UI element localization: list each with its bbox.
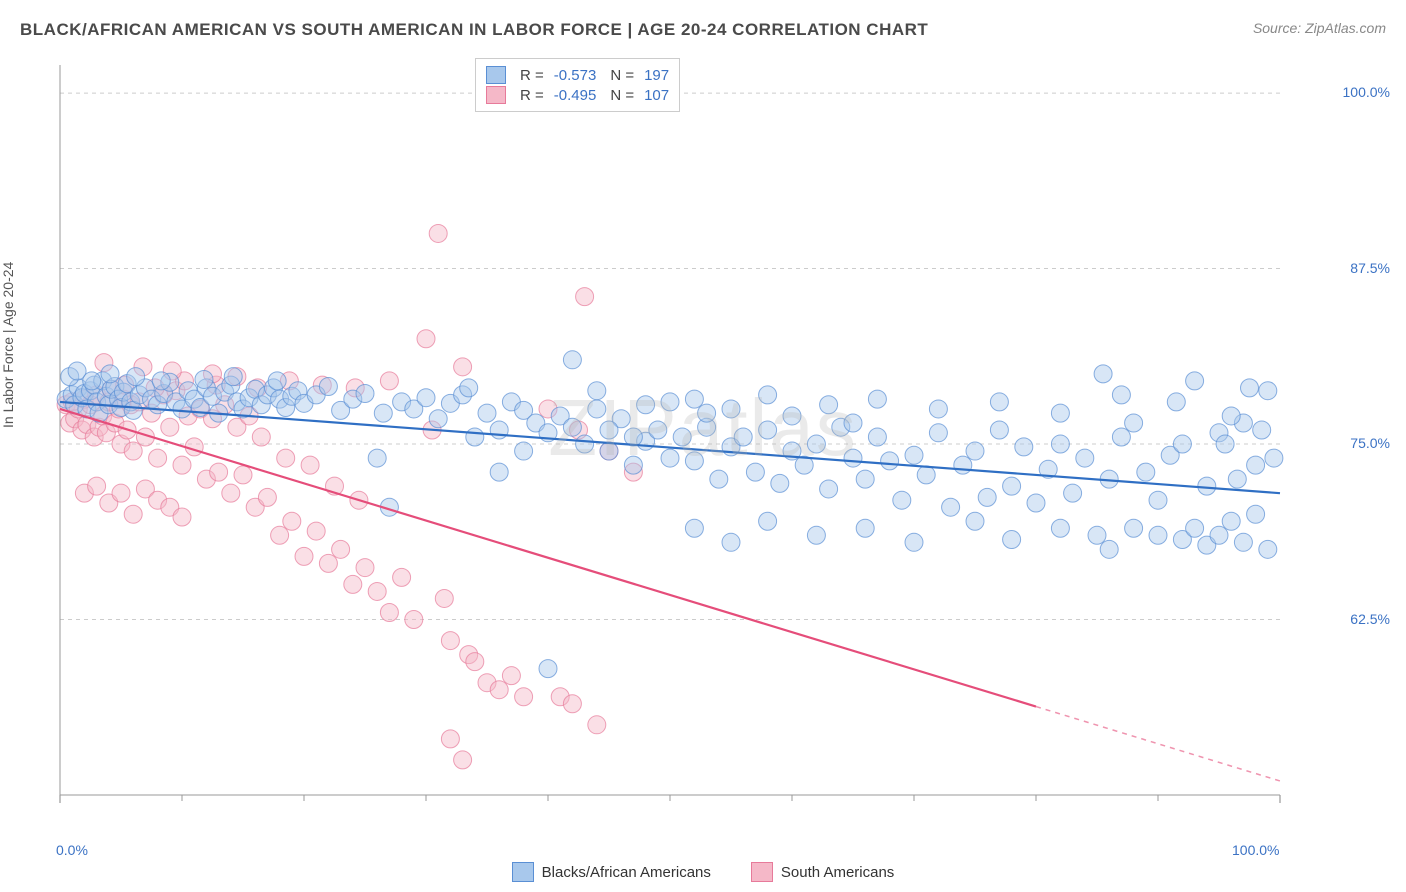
scatter-chart bbox=[50, 55, 1340, 825]
stats-row-series-1: R = -0.495 N = 107 bbox=[486, 85, 669, 105]
y-tick-label: 62.5% bbox=[1350, 611, 1390, 627]
y-tick-label: 87.5% bbox=[1350, 260, 1390, 276]
x-tick-label: 100.0% bbox=[1232, 842, 1279, 858]
swatch-series-1 bbox=[486, 86, 506, 104]
n-value-0: 197 bbox=[644, 67, 669, 84]
y-tick-label: 75.0% bbox=[1350, 435, 1390, 451]
plot-area bbox=[50, 55, 1340, 825]
y-axis-label: In Labor Force | Age 20-24 bbox=[0, 262, 16, 428]
stats-legend: R = -0.573 N = 197 R = -0.495 N = 107 bbox=[475, 58, 680, 112]
x-tick-label: 0.0% bbox=[56, 842, 88, 858]
swatch-series-0 bbox=[486, 66, 506, 84]
n-label: N = bbox=[610, 87, 634, 104]
legend-swatch-1 bbox=[751, 862, 773, 882]
y-tick-label: 100.0% bbox=[1343, 84, 1390, 100]
legend-item-1: South Americans bbox=[751, 862, 894, 882]
legend-swatch-0 bbox=[512, 862, 534, 882]
r-label: R = bbox=[520, 87, 544, 104]
legend-item-0: Blacks/African Americans bbox=[512, 862, 711, 882]
stats-row-series-0: R = -0.573 N = 197 bbox=[486, 65, 669, 85]
chart-title: BLACK/AFRICAN AMERICAN VS SOUTH AMERICAN… bbox=[20, 20, 928, 40]
source-attribution: Source: ZipAtlas.com bbox=[1253, 20, 1386, 36]
n-value-1: 107 bbox=[644, 87, 669, 104]
bottom-legend: Blacks/African Americans South Americans bbox=[0, 862, 1406, 882]
r-value-0: -0.573 bbox=[554, 67, 597, 84]
n-label: N = bbox=[610, 67, 634, 84]
r-label: R = bbox=[520, 67, 544, 84]
legend-label-1: South Americans bbox=[781, 864, 894, 881]
legend-label-0: Blacks/African Americans bbox=[542, 864, 711, 881]
r-value-1: -0.495 bbox=[554, 87, 597, 104]
